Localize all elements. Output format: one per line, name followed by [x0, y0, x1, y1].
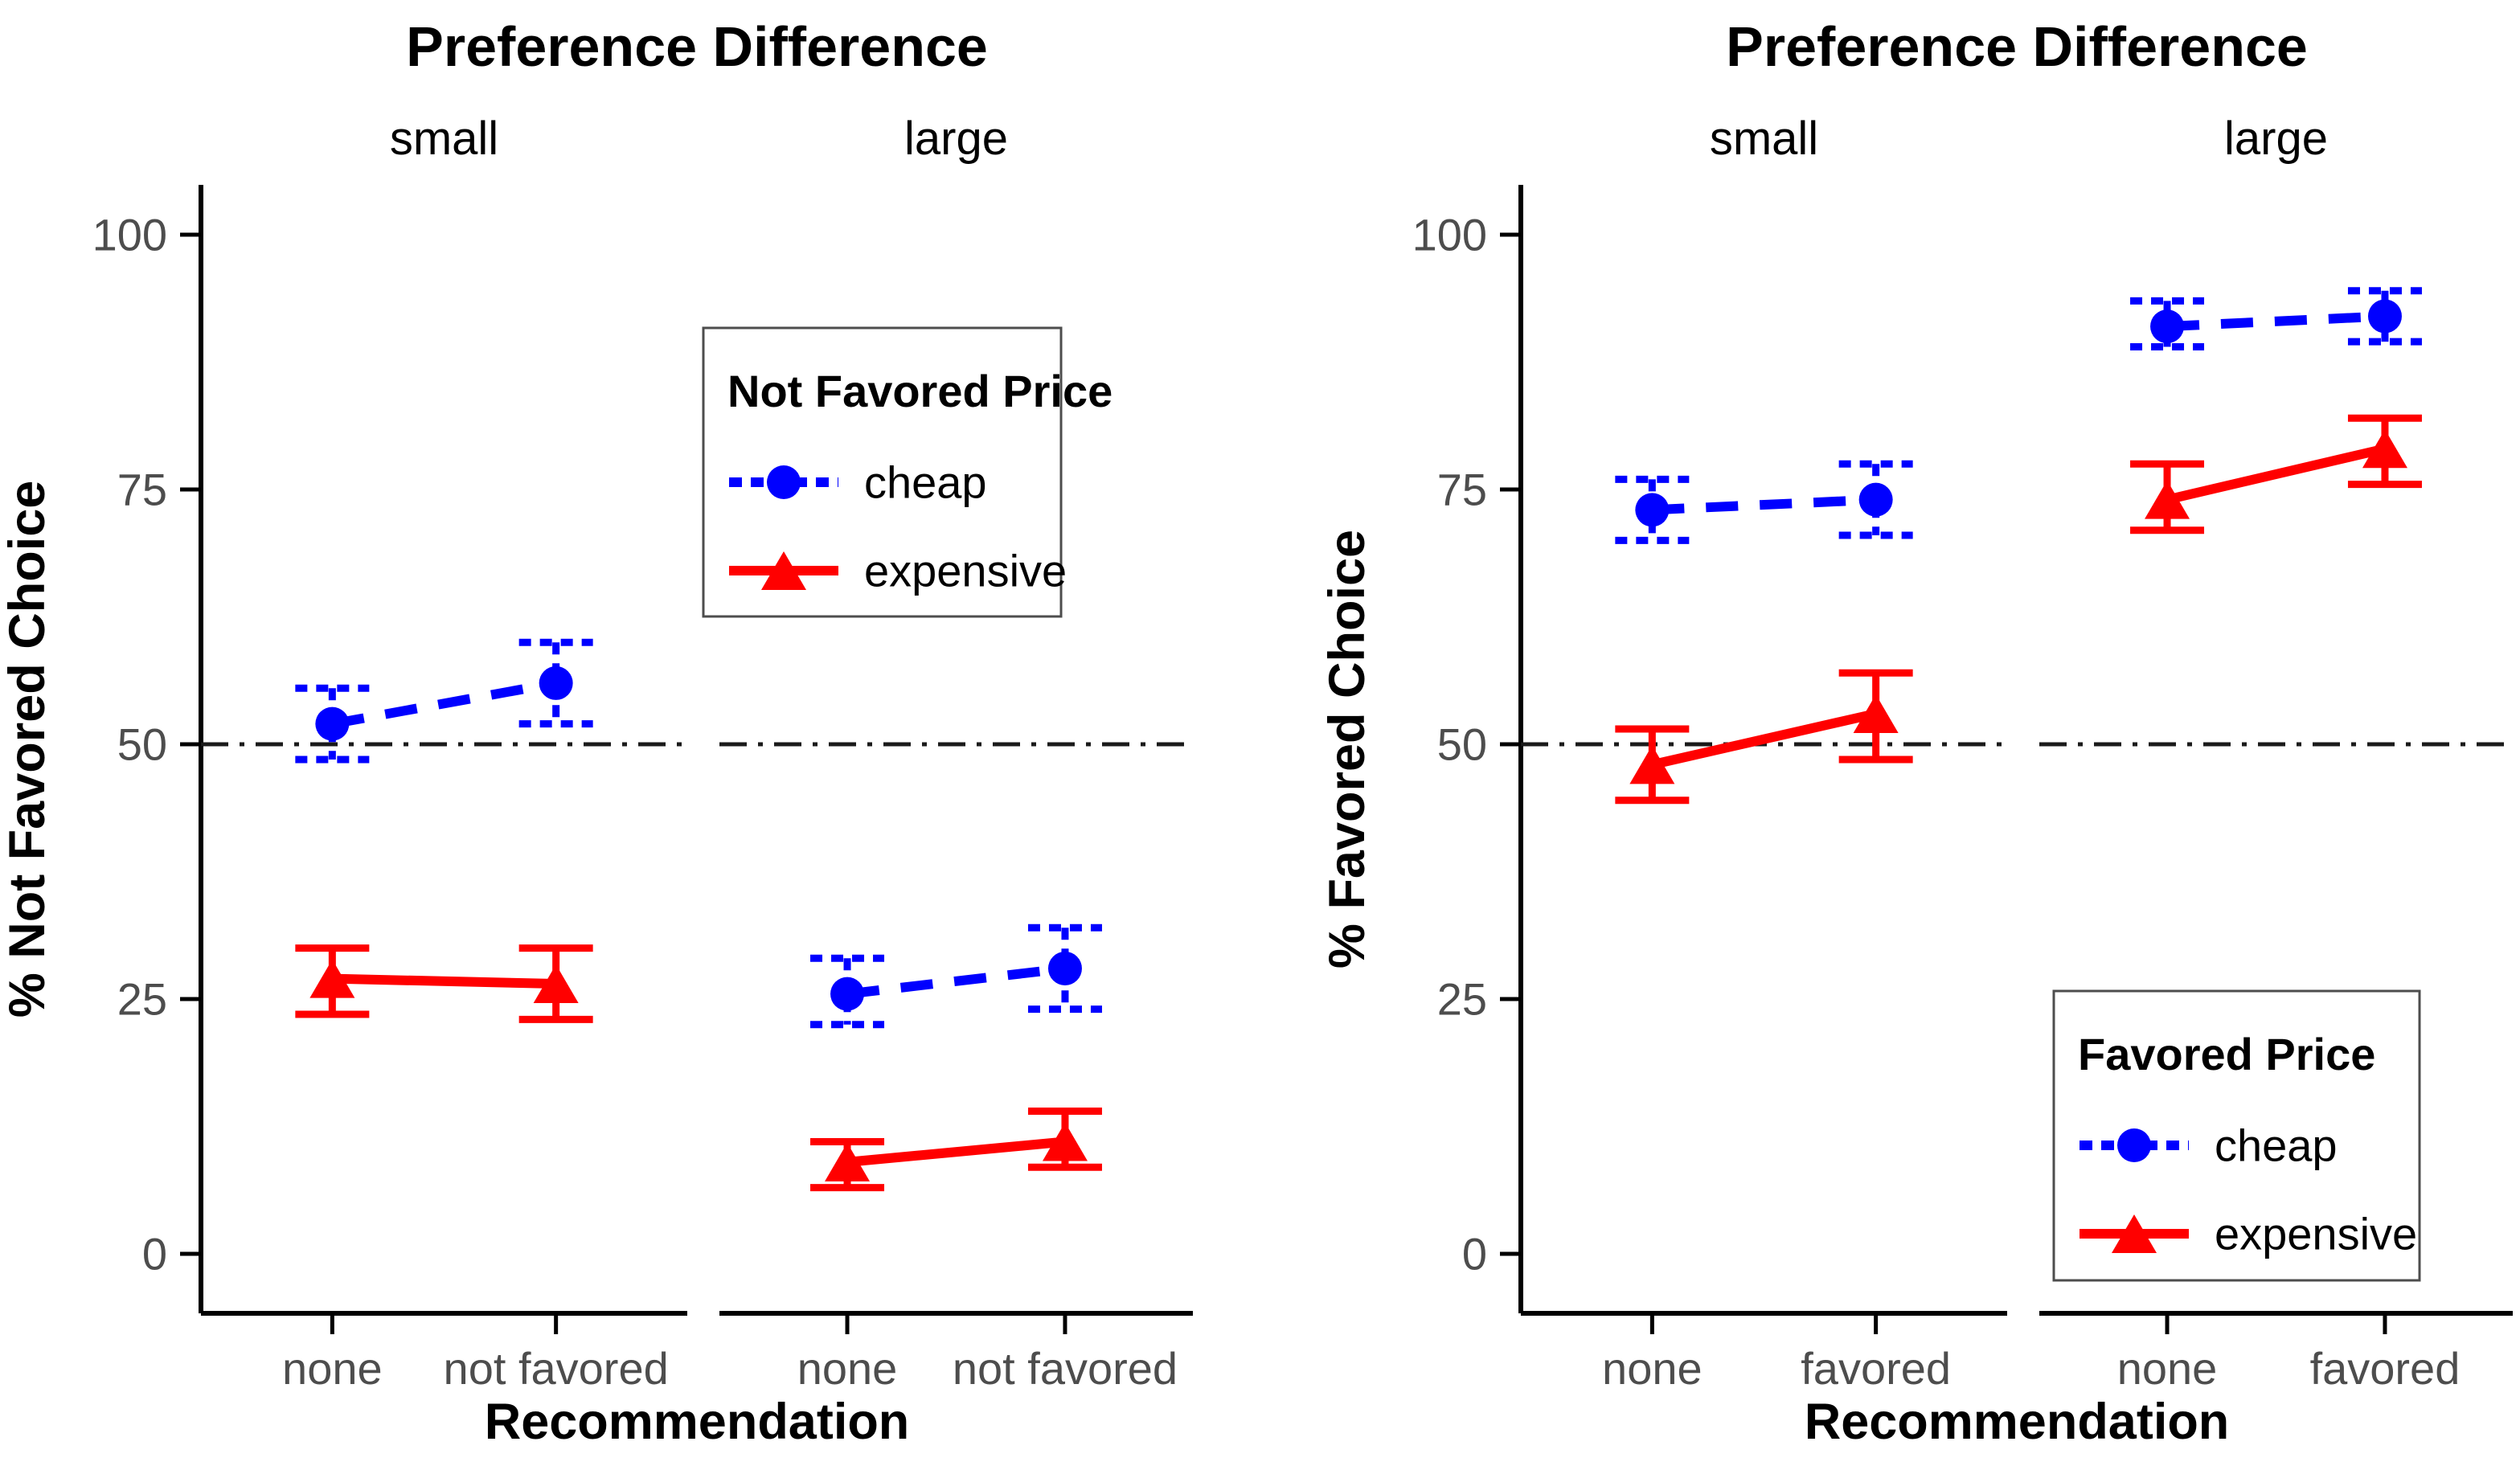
data-point-cheap [1635, 493, 1670, 527]
y-tick-label: 25 [1437, 974, 1487, 1025]
y-axis-title: % Favored Choice [1319, 530, 1375, 969]
data-point-expensive [1629, 745, 1675, 784]
y-tick-label: 75 [1437, 465, 1487, 515]
data-point-expensive [825, 1142, 871, 1181]
data-point-cheap [1858, 482, 1893, 517]
x-axis-title: Recommendation [485, 1394, 910, 1450]
x-tick-label: favored [2310, 1343, 2461, 1394]
y-tick-label: 25 [117, 974, 167, 1025]
data-point-expensive [2362, 429, 2407, 469]
series-line-cheap [1652, 494, 1876, 515]
series-line-expensive [846, 1136, 1066, 1167]
data-point-cheap [2367, 299, 2402, 334]
x-tick-label: none [797, 1343, 898, 1394]
x-tick-label: none [282, 1343, 383, 1394]
series-line-expensive [1651, 709, 1877, 770]
y-tick-label: 0 [1462, 1229, 1487, 1280]
facet-label: large [904, 113, 1008, 165]
legend-item-label: cheap [864, 457, 987, 508]
facet-label: small [390, 113, 498, 165]
facet-label: small [1710, 113, 1818, 165]
y-tick-label: 50 [1437, 719, 1487, 770]
legend-key-marker-expensive [761, 551, 806, 590]
series-line-expensive [2166, 444, 2387, 505]
y-tick-label: 100 [92, 210, 167, 260]
data-point-cheap [2150, 309, 2185, 344]
series-line-cheap [2166, 311, 2386, 332]
data-point-cheap [315, 706, 350, 741]
legend-title: Not Favored Price [727, 366, 1112, 416]
x-tick-label: not favored [444, 1343, 669, 1394]
data-point-expensive [309, 959, 355, 998]
x-tick-label: favored [1801, 1343, 1951, 1394]
series-line-cheap [331, 678, 557, 729]
series-line-expensive [332, 973, 556, 989]
x-tick-label: not favored [953, 1343, 1178, 1394]
series-line-cheap [846, 964, 1066, 999]
data-point-expensive [2145, 480, 2190, 519]
data-point-expensive [1042, 1122, 1088, 1161]
facet-label: large [2224, 113, 2328, 165]
legend-item-label: expensive [864, 546, 1067, 596]
legend-item-label: cheap [2215, 1120, 2338, 1171]
legend-title: Favored Price [2078, 1029, 2375, 1079]
data-point-cheap [1047, 951, 1082, 985]
legend-key-marker-cheap [2117, 1128, 2151, 1162]
chart-title: Preference Difference [406, 15, 988, 78]
legend-item-label: expensive [2215, 1209, 2417, 1259]
y-tick-label: 50 [117, 719, 167, 770]
y-tick-label: 0 [142, 1229, 167, 1280]
x-tick-label: none [2117, 1343, 2218, 1394]
legend-key-marker-expensive [2112, 1214, 2157, 1253]
x-axis-title: Recommendation [1805, 1394, 2230, 1450]
legend-key-marker-cheap [767, 465, 801, 499]
chart-title: Preference Difference [1726, 15, 2308, 78]
y-axis-title: % Not Favored Choice [0, 481, 55, 1018]
data-point-expensive [1853, 694, 1899, 733]
data-point-cheap [539, 665, 573, 700]
data-point-cheap [830, 977, 865, 1011]
y-tick-label: 100 [1412, 210, 1487, 260]
x-tick-label: none [1602, 1343, 1703, 1394]
y-tick-label: 75 [117, 465, 167, 515]
data-point-expensive [533, 964, 579, 1003]
